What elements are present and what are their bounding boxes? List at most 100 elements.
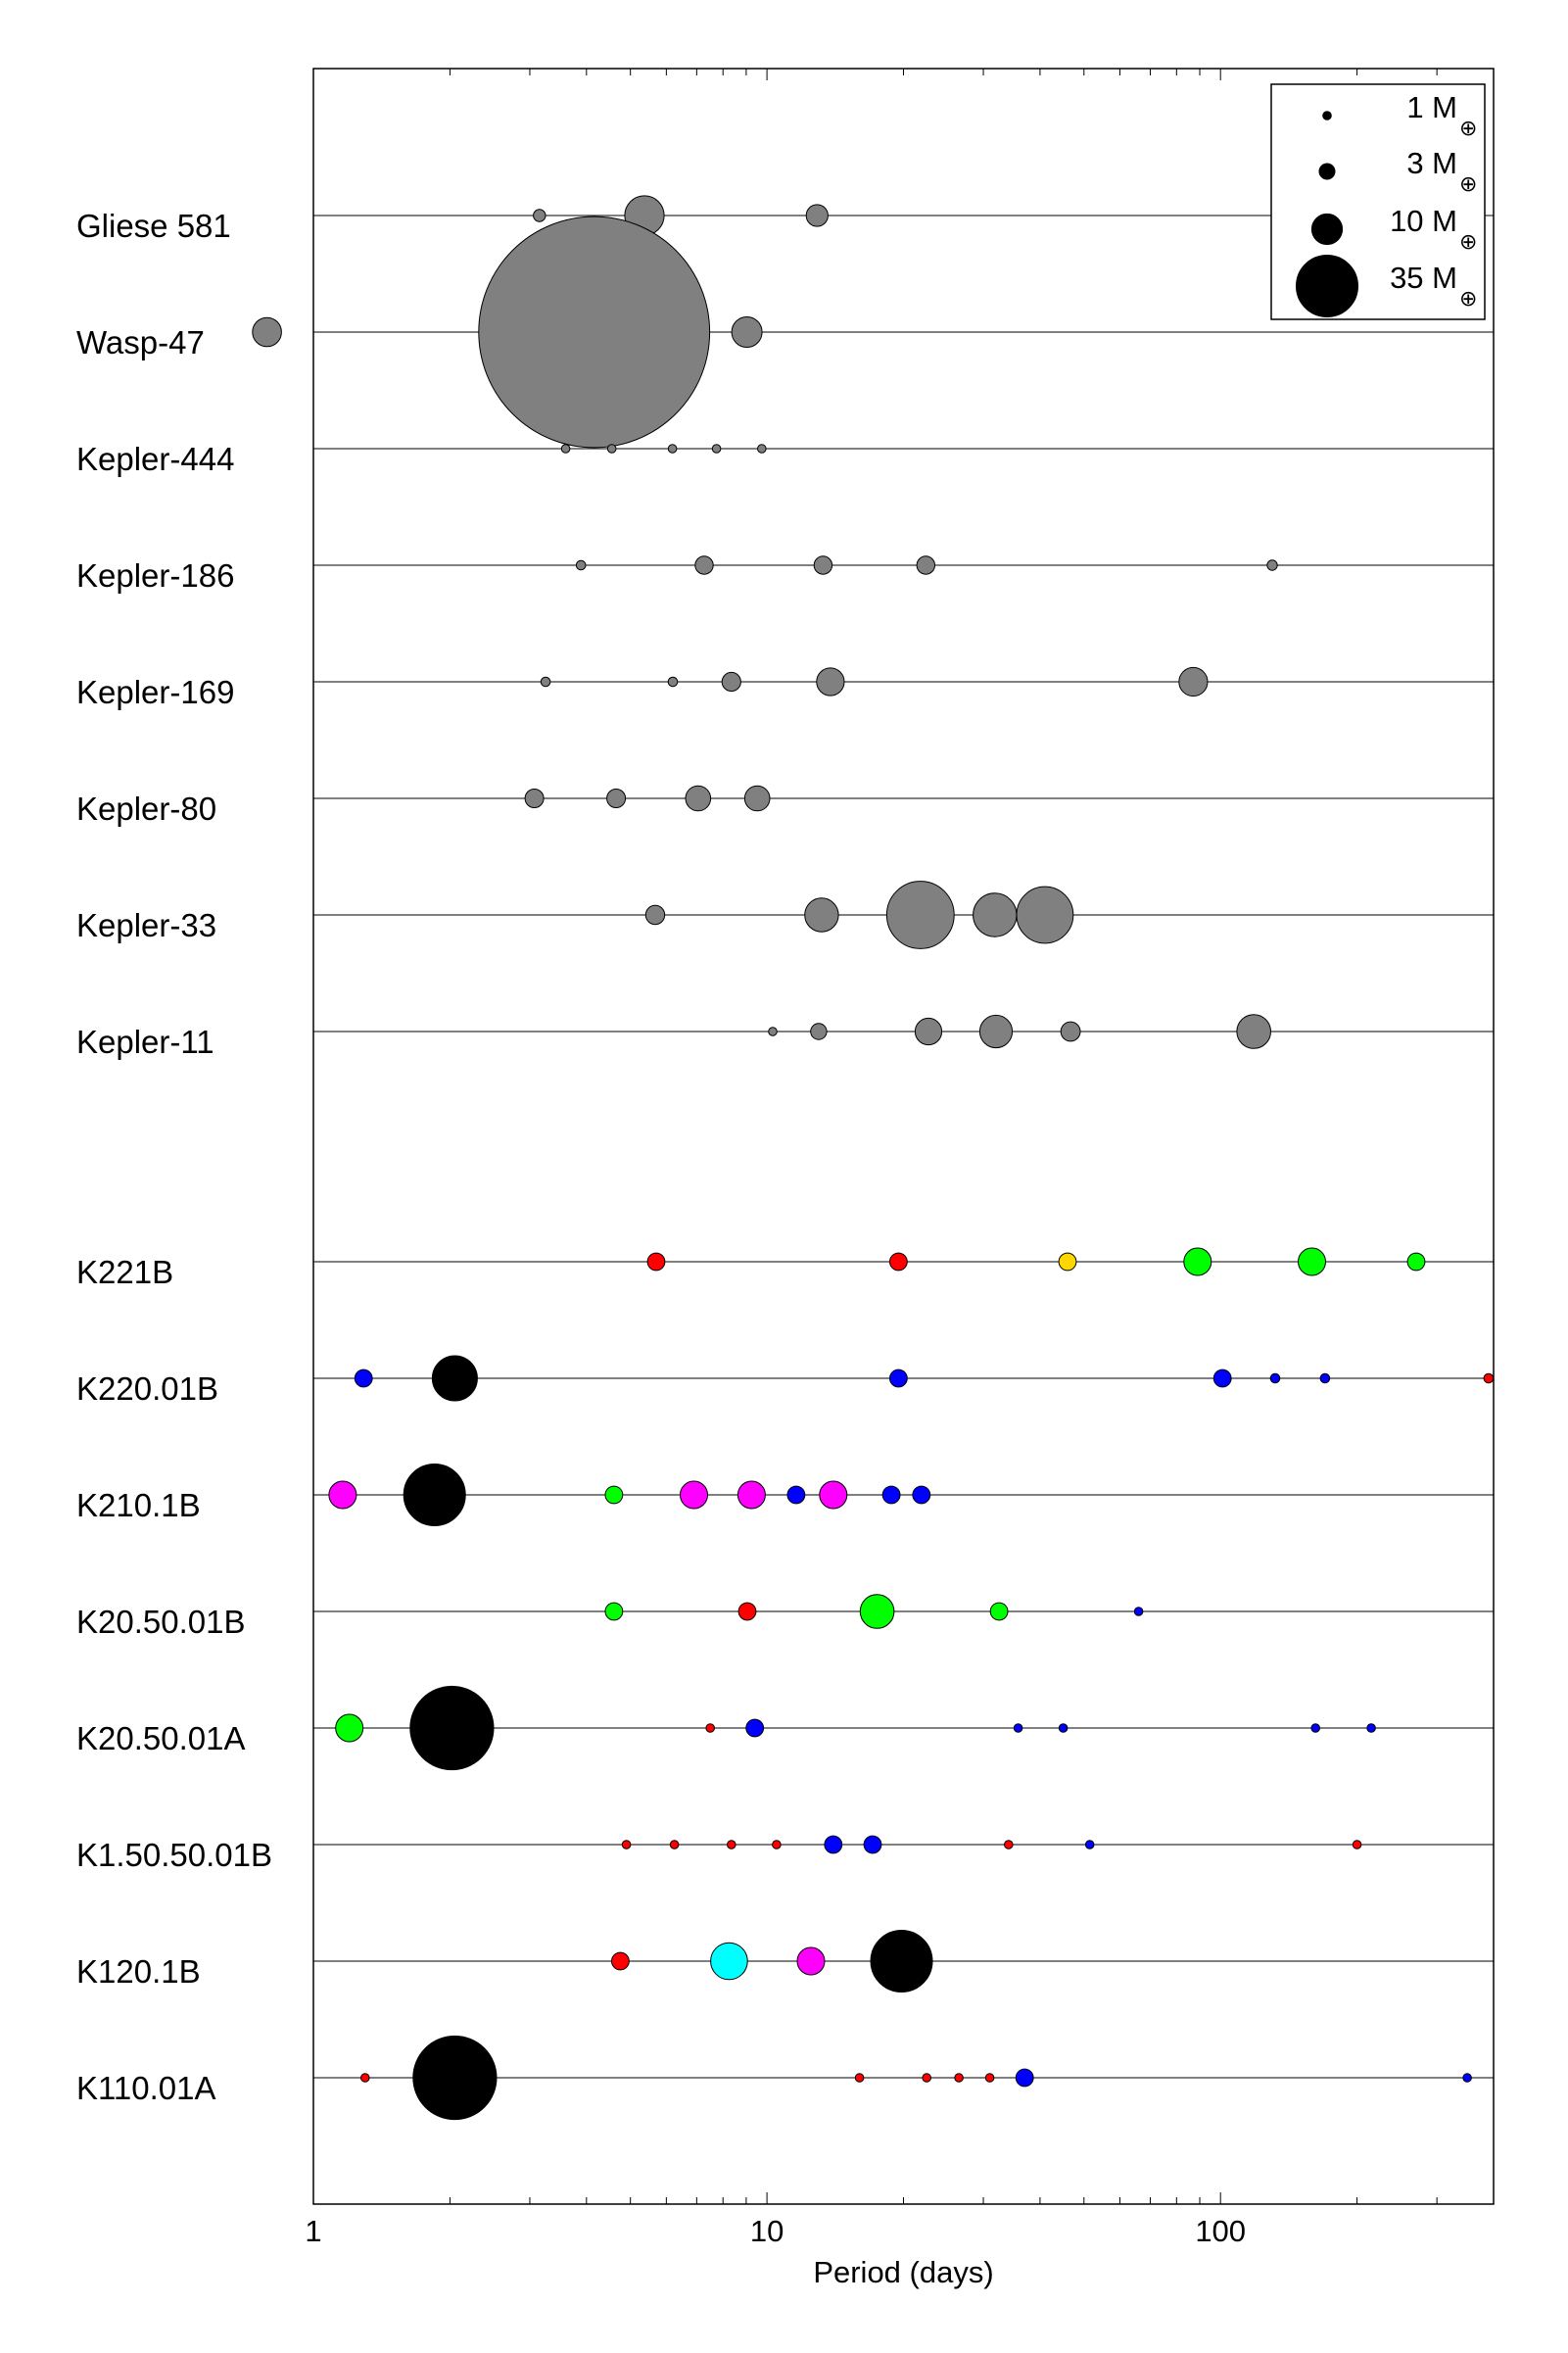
planet-marker bbox=[604, 1602, 624, 1621]
system-label: Kepler-169 bbox=[76, 674, 234, 710]
planet-marker bbox=[604, 1485, 624, 1505]
planet-marker bbox=[768, 1027, 778, 1036]
planet-marker bbox=[575, 559, 587, 571]
planet-marker bbox=[1060, 1021, 1081, 1042]
planet-marker bbox=[621, 1840, 632, 1849]
legend-label: 35 M bbox=[1390, 261, 1457, 295]
system-label: K210.1B bbox=[76, 1487, 201, 1523]
planet-marker bbox=[1016, 886, 1074, 944]
legend-earth-symbol: ⊕ bbox=[1459, 287, 1477, 312]
planet-marker bbox=[736, 1480, 766, 1510]
planet-marker bbox=[611, 1951, 630, 1971]
planet-marker bbox=[870, 1930, 933, 1993]
legend: 1 M⊕3 M⊕10 M⊕35 M⊕ bbox=[1270, 83, 1486, 320]
planet-marker bbox=[721, 671, 741, 693]
planet-marker bbox=[973, 892, 1018, 937]
legend-marker bbox=[1310, 213, 1344, 246]
planet-marker bbox=[984, 2073, 995, 2083]
planet-marker bbox=[606, 789, 627, 808]
planet-marker bbox=[743, 785, 771, 812]
planet-marker bbox=[1004, 1840, 1014, 1849]
planet-marker bbox=[1178, 666, 1209, 697]
planet-marker bbox=[1084, 1840, 1095, 1849]
planet-marker bbox=[954, 2073, 964, 2083]
system-label: K120.1B bbox=[76, 1953, 201, 1990]
planet-marker bbox=[989, 1602, 1009, 1621]
system-label: K20.50.01A bbox=[76, 1720, 245, 1756]
system-label: Kepler-444 bbox=[76, 441, 234, 477]
legend-unit: M bbox=[1432, 146, 1457, 180]
planet-marker bbox=[816, 667, 845, 696]
x-tick-label: 10 bbox=[750, 2214, 784, 2248]
planet-marker bbox=[1133, 1607, 1144, 1616]
system-label: Kepler-186 bbox=[76, 557, 234, 594]
planet-marker bbox=[1352, 1840, 1362, 1849]
planet-marker bbox=[328, 1480, 357, 1510]
legend-marker bbox=[1318, 163, 1336, 180]
planet-marker bbox=[354, 1369, 373, 1388]
planet-marker bbox=[731, 316, 763, 348]
legend-earth-symbol: ⊕ bbox=[1459, 117, 1477, 141]
x-axis: 1 10 100 bbox=[305, 69, 1495, 2248]
planet-marker bbox=[1058, 1723, 1069, 1733]
planet-marker bbox=[560, 444, 571, 454]
planet-marker bbox=[745, 1718, 765, 1738]
system-label: Kepler-11 bbox=[76, 1024, 214, 1060]
planet-marker bbox=[403, 1464, 466, 1526]
planet-marker bbox=[859, 1594, 895, 1629]
planet-marker bbox=[804, 897, 839, 933]
legend-label: 3 M bbox=[1406, 146, 1457, 180]
system-label: K220.01B bbox=[76, 1370, 218, 1407]
planet-marker bbox=[252, 316, 282, 348]
planet-marker bbox=[881, 1485, 901, 1505]
planet-marker bbox=[796, 1946, 826, 1976]
system-rows: Gliese 581 Wasp-47 Kepler-444 Kepler-186 Kep… bbox=[76, 208, 1494, 2106]
planet-marker bbox=[667, 444, 678, 454]
planet-marker bbox=[912, 1485, 931, 1505]
legend-mass-value: 10 bbox=[1390, 204, 1432, 238]
legend-earth-symbol: ⊕ bbox=[1459, 230, 1477, 255]
system-label: Kepler-80 bbox=[76, 791, 216, 827]
planet-marker bbox=[786, 1485, 806, 1505]
planet-marker bbox=[533, 209, 546, 222]
planet-marker bbox=[524, 789, 545, 808]
planet-marker bbox=[606, 444, 617, 454]
planet-marker bbox=[1483, 1372, 1495, 1384]
planet-marker bbox=[737, 1602, 757, 1621]
system-label: Gliese 581 bbox=[76, 208, 231, 244]
planet-marker bbox=[360, 2073, 370, 2083]
x-tick-label: 1 bbox=[305, 2214, 321, 2248]
system-label: K221B bbox=[76, 1254, 173, 1290]
system-label: K20.50.01B bbox=[76, 1604, 245, 1640]
legend-marker bbox=[1296, 255, 1358, 317]
planet-marker bbox=[810, 1023, 828, 1040]
planet-marker bbox=[540, 676, 551, 688]
planet-marker bbox=[1212, 1369, 1232, 1388]
system-label: Wasp-47 bbox=[76, 324, 205, 360]
legend-earth-symbol: ⊕ bbox=[1459, 172, 1477, 197]
planet-marker bbox=[1310, 1723, 1320, 1733]
planet-marker bbox=[705, 1723, 716, 1733]
legend-marker bbox=[1322, 111, 1332, 120]
planet-marker bbox=[669, 1840, 680, 1849]
planet-marker bbox=[431, 1355, 478, 1402]
planet-marker bbox=[1058, 1252, 1077, 1272]
planet-marker bbox=[412, 2035, 498, 2121]
planet-marker bbox=[1366, 1723, 1376, 1733]
planet-marker bbox=[710, 1942, 748, 1981]
legend-unit: M bbox=[1432, 204, 1457, 238]
planet-marker bbox=[694, 555, 714, 575]
planet-marker bbox=[1269, 1372, 1281, 1384]
x-axis-title: Period (days) bbox=[813, 2255, 993, 2289]
planet-marker bbox=[711, 444, 722, 454]
planet-marker bbox=[1406, 1252, 1426, 1272]
planet-marker bbox=[478, 216, 711, 449]
legend-mass-value: 1 bbox=[1406, 90, 1432, 124]
planet-marker bbox=[644, 904, 666, 926]
planet-marker bbox=[885, 881, 955, 949]
planet-marker bbox=[1183, 1247, 1212, 1276]
planet-marker bbox=[805, 204, 829, 227]
x-tick-label: 100 bbox=[1195, 2214, 1246, 2248]
system-label: Kepler-33 bbox=[76, 907, 216, 943]
